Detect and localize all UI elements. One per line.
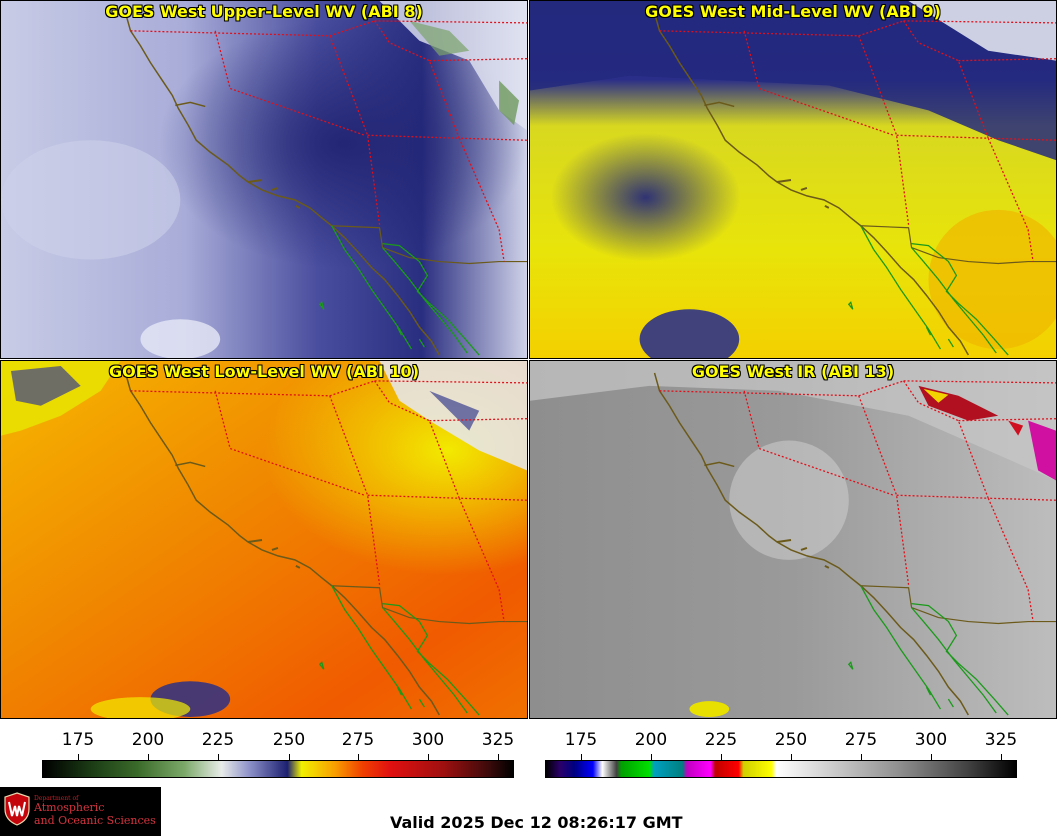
tick-mark: [498, 754, 499, 760]
ir-colorbar: 175 200 225 250 275 300 325: [529, 728, 1057, 780]
ir-color-scale: [545, 760, 1017, 778]
tick-mark: [218, 754, 219, 760]
tick-mark: [791, 754, 792, 760]
mid-wv-image: [530, 1, 1056, 358]
tick-mark: [358, 754, 359, 760]
tick-mark: [721, 754, 722, 760]
tick-mark: [148, 754, 149, 760]
ir-tick-label: 250: [774, 730, 808, 750]
tick-mark: [289, 754, 290, 760]
wv-tick-label: 200: [131, 730, 165, 750]
wv-tick-label: 325: [481, 730, 515, 750]
panel-title: GOES West Low-Level WV (ABI 10): [108, 362, 419, 381]
ir-tick-label: 275: [844, 730, 878, 750]
wv-tick-label: 250: [272, 730, 306, 750]
uw-crest-icon: [4, 792, 30, 826]
low-wv-image: [1, 361, 527, 718]
tick-mark: [581, 754, 582, 760]
logo-line-2: Atmospheric: [34, 801, 105, 814]
ir-tick-label: 200: [634, 730, 668, 750]
panel-low-wv: GOES West Low-Level WV (ABI 10): [0, 360, 528, 719]
tick-mark: [1001, 754, 1002, 760]
valid-time: Valid 2025 Dec 12 08:26:17 GMT: [390, 813, 683, 832]
logo-line-3: and Oceanic Sciences: [34, 814, 156, 827]
ir-tick-label: 175: [564, 730, 598, 750]
panel-title: GOES West IR (ABI 13): [691, 362, 895, 381]
tick-mark: [78, 754, 79, 760]
panel-title: GOES West Upper-Level WV (ABI 8): [105, 2, 423, 21]
ir-tick-label: 300: [914, 730, 948, 750]
logo-line-1: Department of: [34, 795, 79, 802]
wv-tick-label: 300: [411, 730, 445, 750]
wv-colorbar: 175 200 225 250 275 300 325: [0, 728, 528, 780]
tick-mark: [861, 754, 862, 760]
aos-logo: Department of Atmospheric and Oceanic Sc…: [0, 787, 161, 836]
ir-tick-label: 325: [984, 730, 1018, 750]
wv-tick-label: 175: [61, 730, 95, 750]
tick-mark: [428, 754, 429, 760]
upper-wv-image: [1, 1, 527, 358]
panel-upper-wv: GOES West Upper-Level WV (ABI 8): [0, 0, 528, 359]
panel-title: GOES West Mid-Level WV (ABI 9): [645, 2, 941, 21]
panel-mid-wv: GOES West Mid-Level WV (ABI 9): [529, 0, 1057, 359]
tick-mark: [931, 754, 932, 760]
wv-tick-label: 225: [201, 730, 235, 750]
ir-image: [530, 361, 1056, 718]
panel-ir: GOES West IR (ABI 13): [529, 360, 1057, 719]
wv-color-scale: [42, 760, 514, 778]
ir-tick-label: 225: [704, 730, 738, 750]
wv-tick-label: 275: [341, 730, 375, 750]
tick-mark: [651, 754, 652, 760]
